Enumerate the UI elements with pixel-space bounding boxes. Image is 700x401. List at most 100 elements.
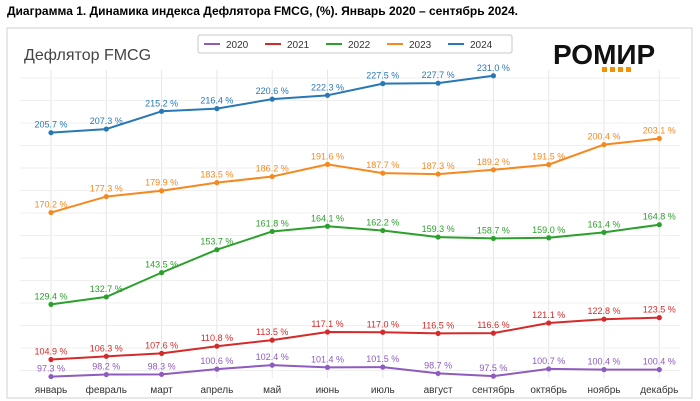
data-point-2024	[48, 130, 54, 136]
data-point-2020	[103, 371, 109, 378]
data-label-2024: 227.5 %	[366, 71, 399, 81]
data-point-2020	[656, 367, 662, 373]
logo-accent-dot	[602, 67, 607, 72]
data-label-2022: 164.1 %	[311, 213, 344, 223]
data-point-2023	[490, 167, 496, 173]
data-point-2020	[159, 371, 165, 377]
data-point-2023	[103, 193, 109, 200]
series-line-2020	[50, 364, 660, 378]
x-tick-label: март	[150, 385, 173, 396]
data-point-2021	[435, 330, 441, 336]
data-label-2020: 98.2 %	[92, 362, 120, 372]
data-label-2021: 121.1 %	[532, 310, 565, 320]
x-tick-label: январь	[35, 385, 67, 396]
data-point-2022	[490, 235, 496, 242]
data-label-2023: 187.3 %	[422, 161, 455, 171]
logo-accent-dot	[618, 67, 623, 72]
data-label-2024: 231.0 %	[477, 63, 510, 73]
data-point-2020	[48, 373, 54, 380]
legend: 2020 2021 2022 2023 2024	[197, 34, 513, 54]
data-label-2022: 143.5 %	[145, 260, 178, 270]
data-label-2021: 107.6 %	[145, 340, 178, 350]
data-point-2022	[435, 234, 441, 240]
data-label-2021: 116.6 %	[477, 320, 509, 330]
data-point-2021	[48, 356, 54, 363]
data-label-2020: 100.7 %	[532, 356, 565, 366]
data-point-2021	[490, 330, 496, 336]
data-point-2020	[214, 366, 220, 372]
data-label-2022: 153.7 %	[200, 237, 233, 247]
data-label-2023: 186.2 %	[256, 164, 289, 174]
data-point-2024	[490, 73, 496, 79]
legend-box	[197, 34, 513, 54]
data-label-2021: 117.0 %	[367, 319, 399, 329]
data-point-2021	[324, 329, 331, 335]
data-point-2022	[546, 235, 552, 241]
data-point-2023	[214, 180, 220, 186]
data-point-2023	[546, 162, 552, 168]
data-label-2020: 98.7 %	[424, 360, 452, 370]
data-point-2024	[380, 81, 386, 87]
data-point-2020	[490, 373, 496, 379]
data-label-2024: 205.7 %	[34, 120, 67, 130]
data-point-2023	[269, 173, 275, 180]
data-label-2021: 117.1 %	[311, 319, 343, 329]
data-label-2022: 161.8 %	[256, 218, 289, 228]
data-point-2022	[103, 294, 109, 300]
x-tick-label: февраль	[86, 384, 127, 396]
data-point-2023	[48, 209, 54, 216]
x-tick-label: сентябрь	[472, 384, 515, 396]
data-label-2021: 110.8 %	[201, 333, 233, 343]
data-label-2023: 200.4 %	[587, 132, 620, 142]
data-label-2020: 97.3 %	[37, 364, 65, 374]
data-label-2023: 191.5 %	[532, 152, 565, 162]
data-point-2020	[269, 362, 275, 368]
data-point-2020	[324, 364, 331, 370]
logo-text: РОМИР	[553, 39, 655, 70]
data-point-2022	[380, 227, 386, 234]
legend-label-2020: 2020	[226, 40, 249, 51]
data-label-2024: 227.7 %	[422, 70, 455, 80]
data-point-2024	[435, 80, 441, 86]
data-label-2020: 101.5 %	[366, 354, 399, 364]
data-point-2020	[435, 370, 441, 377]
logo-accent-dot	[626, 67, 631, 72]
data-point-2021	[269, 337, 275, 343]
data-point-2021	[159, 350, 165, 356]
figure-caption: Диаграмма 1. Динамика индекса Дефлятора …	[7, 4, 518, 18]
data-point-2022	[601, 229, 607, 235]
chart-title: Дефлятор FMCG	[24, 47, 151, 64]
x-tick-label: июнь	[316, 385, 340, 396]
data-point-2023	[159, 188, 165, 194]
data-label-2021: 106.3 %	[90, 343, 123, 353]
x-tick-label: май	[263, 385, 281, 396]
series-line-2022	[50, 223, 660, 306]
data-label-2024: 220.6 %	[256, 86, 289, 96]
data-label-2024: 215.2 %	[145, 98, 178, 108]
data-point-2023	[380, 170, 386, 176]
x-tick-label: ноябрь	[588, 384, 621, 396]
legend-label-2022: 2022	[348, 40, 371, 51]
data-label-2023: 191.6 %	[311, 151, 344, 161]
data-label-2024: 207.3 %	[90, 116, 123, 126]
x-tick-label: июль	[371, 385, 395, 396]
data-label-2020: 100.4 %	[643, 357, 676, 367]
data-label-2020: 100.4 %	[587, 357, 620, 367]
data-label-2021: 116.5 %	[422, 320, 454, 330]
x-tick-label: апрель	[200, 385, 233, 396]
data-point-2020	[380, 364, 386, 370]
data-point-2022	[656, 222, 662, 228]
data-label-2021: 122.8 %	[587, 306, 620, 316]
x-tick-label: октябрь	[530, 384, 567, 396]
data-point-2022	[324, 223, 331, 229]
data-label-2021: 104.9 %	[34, 346, 67, 356]
data-label-2020: 101.4 %	[311, 354, 344, 364]
legend-label-2024: 2024	[470, 40, 493, 51]
data-label-2024: 222.3 %	[311, 82, 344, 92]
data-label-2020: 98.3 %	[148, 361, 176, 371]
data-label-2023: 203.1 %	[643, 126, 676, 136]
data-label-2020: 102.4 %	[256, 352, 289, 362]
data-label-2021: 113.5 %	[256, 327, 288, 337]
data-label-2020: 100.6 %	[200, 356, 233, 366]
